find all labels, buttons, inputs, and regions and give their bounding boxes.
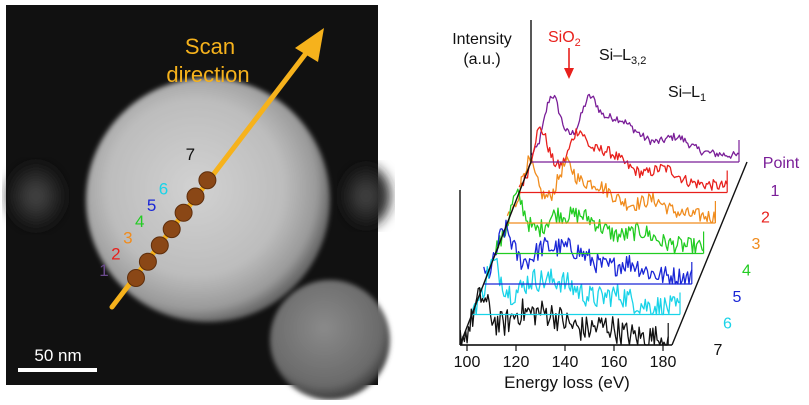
x-tick-label-160: 160	[601, 354, 628, 371]
spectrum-point-5	[483, 219, 693, 285]
point-label-2: 2	[761, 210, 770, 227]
annotation-sio2-subscript: 2	[575, 37, 581, 49]
annotation-si-l1-text: Si–L	[668, 84, 700, 101]
x-axis-label: Energy loss (eV)	[504, 373, 630, 392]
scan-point-label-1: 1	[99, 261, 108, 280]
particle-faint-right	[342, 166, 390, 226]
scan-point-2	[138, 252, 157, 271]
annotation-si-l32-subscript: 3,2	[631, 55, 646, 67]
annotation-si-l32: Si–L3,2	[599, 47, 646, 67]
scale-bar	[18, 368, 97, 372]
y-axis-label-1: Intensity	[452, 31, 512, 48]
particle-small	[270, 280, 390, 400]
scan-direction-label-2: direction	[166, 62, 249, 87]
spectrum-point-7	[459, 287, 669, 346]
spectrum-point-1	[530, 93, 740, 159]
particle-faint-left	[8, 164, 64, 228]
particle-large	[86, 78, 330, 322]
scan-point-5	[174, 203, 193, 222]
scan-point-label-2: 2	[111, 245, 120, 264]
scan-point-1	[127, 269, 145, 287]
scan-direction-label-1: Scan	[185, 34, 235, 59]
point-label-1: 1	[771, 183, 780, 200]
y-axis-label-2: (a.u.)	[463, 51, 500, 68]
scale-bar-label: 50 nm	[34, 346, 81, 365]
point-label-4: 4	[742, 263, 751, 280]
scan-point-3	[150, 236, 169, 255]
point-label-6: 6	[723, 316, 732, 333]
point-header: Point	[763, 155, 800, 172]
annotation-si-l1: Si–L1	[668, 84, 706, 104]
scan-points	[127, 171, 217, 287]
point-label-5: 5	[733, 289, 742, 306]
spectrum-point-4	[494, 188, 705, 255]
spectrum-point-3	[506, 155, 717, 224]
scan-point-label-5: 5	[147, 196, 156, 215]
scan-point-label-6: 6	[159, 180, 168, 199]
annotation-sio2: SiO2	[548, 29, 581, 79]
scan-point-4	[162, 220, 181, 239]
point-label-7: 7	[714, 342, 723, 359]
scan-point-6	[186, 187, 205, 206]
scan-point-7	[198, 171, 217, 190]
spectrum-point-6	[471, 257, 681, 316]
annotation-si-l32-text: Si–L	[599, 47, 631, 64]
axes-frame	[459, 20, 748, 346]
annotation-sio2-text: SiO	[548, 29, 575, 46]
svg-text:SiO2: SiO2	[548, 29, 581, 49]
point-label-3: 3	[752, 236, 761, 253]
scan-point-label-3: 3	[123, 228, 132, 247]
scan-point-label-4: 4	[135, 212, 144, 231]
annotation-si-l1-subscript: 1	[700, 92, 706, 104]
depth-axis-left	[459, 161, 532, 346]
scan-point-label-7: 7	[186, 145, 195, 164]
x-tick-label-140: 140	[552, 354, 579, 371]
depth-axis-right	[671, 161, 748, 346]
x-tick-label-120: 120	[503, 354, 530, 371]
eels-spectra-panel: 100 120 140 160 180 Energy loss (eV) Intensi…	[452, 20, 800, 392]
spectra-traces	[459, 93, 740, 346]
x-axis-ticks: 100 120 140 160 180	[454, 345, 677, 371]
spectrum-point-2	[518, 126, 728, 191]
x-tick-label-180: 180	[650, 354, 677, 371]
x-tick-label-100: 100	[454, 354, 481, 371]
